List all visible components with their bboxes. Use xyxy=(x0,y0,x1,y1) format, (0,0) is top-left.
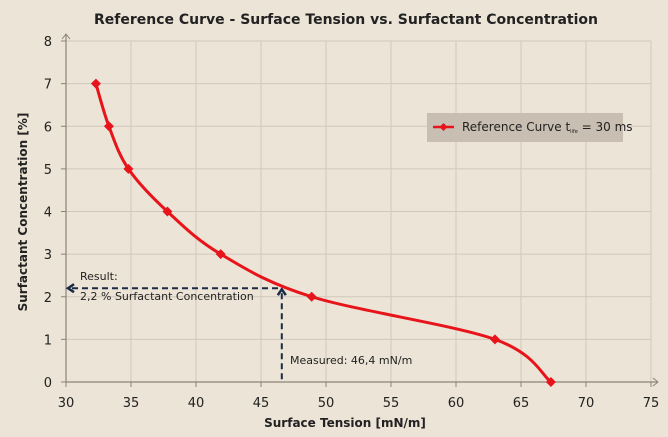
y-tick-label: 7 xyxy=(44,78,52,93)
measured-arrowhead xyxy=(276,286,287,296)
y-tick-label: 2 xyxy=(44,291,52,306)
x-tick-label: 70 xyxy=(578,396,595,411)
grid xyxy=(66,40,652,382)
legend-label: Reference Curve tlife = 30 ms xyxy=(462,120,633,135)
x-tick-label: 75 xyxy=(643,396,660,411)
x-tick-label: 55 xyxy=(383,396,400,411)
measured-label: Measured: 46,4 mN/m xyxy=(290,354,412,367)
data-point-marker xyxy=(103,121,114,132)
x-tick-label: 45 xyxy=(253,396,270,411)
chart-title: Reference Curve - Surface Tension vs. Su… xyxy=(94,12,598,28)
y-axis-label: Surfactant Concentration [%] xyxy=(16,113,30,312)
y-tick-label: 1 xyxy=(44,333,52,348)
x-axis-arrow-icon xyxy=(652,377,659,387)
x-tick-label: 40 xyxy=(188,396,205,411)
data-point-marker xyxy=(545,377,556,387)
x-tick-label: 35 xyxy=(123,396,140,411)
x-tick-label: 30 xyxy=(58,396,75,411)
y-tick-label: 0 xyxy=(44,376,52,391)
legend: Reference Curve tlife = 30 ms xyxy=(427,113,633,142)
x-tick-label: 60 xyxy=(448,396,465,411)
series xyxy=(90,78,556,387)
result-arrowhead xyxy=(65,283,75,294)
data-point-marker xyxy=(490,334,500,345)
data-point-marker xyxy=(162,206,173,217)
y-tick-label: 6 xyxy=(44,120,52,135)
legend-marker xyxy=(439,123,448,131)
x-tick-label: 65 xyxy=(513,396,530,411)
y-tick-label: 4 xyxy=(44,206,52,221)
y-tick-label: 3 xyxy=(44,248,52,263)
data-point-marker xyxy=(306,291,317,302)
data-point-marker xyxy=(90,78,101,89)
data-point-marker xyxy=(123,163,134,174)
y-tick-label: 8 xyxy=(44,35,52,50)
x-tick-label: 50 xyxy=(318,396,335,411)
y-axis-arrow-icon xyxy=(61,33,71,40)
x-axis-label: Surface Tension [mN/m] xyxy=(264,416,426,430)
y-tick-label: 5 xyxy=(44,163,52,178)
annotations: Result: 2,2 % Surfactant Concentration M… xyxy=(65,270,412,382)
axes xyxy=(61,33,659,387)
result-label-1: Result: xyxy=(80,270,118,283)
legend-box xyxy=(427,113,623,142)
data-point-marker xyxy=(215,249,226,260)
result-label-2: 2,2 % Surfactant Concentration xyxy=(80,290,254,303)
